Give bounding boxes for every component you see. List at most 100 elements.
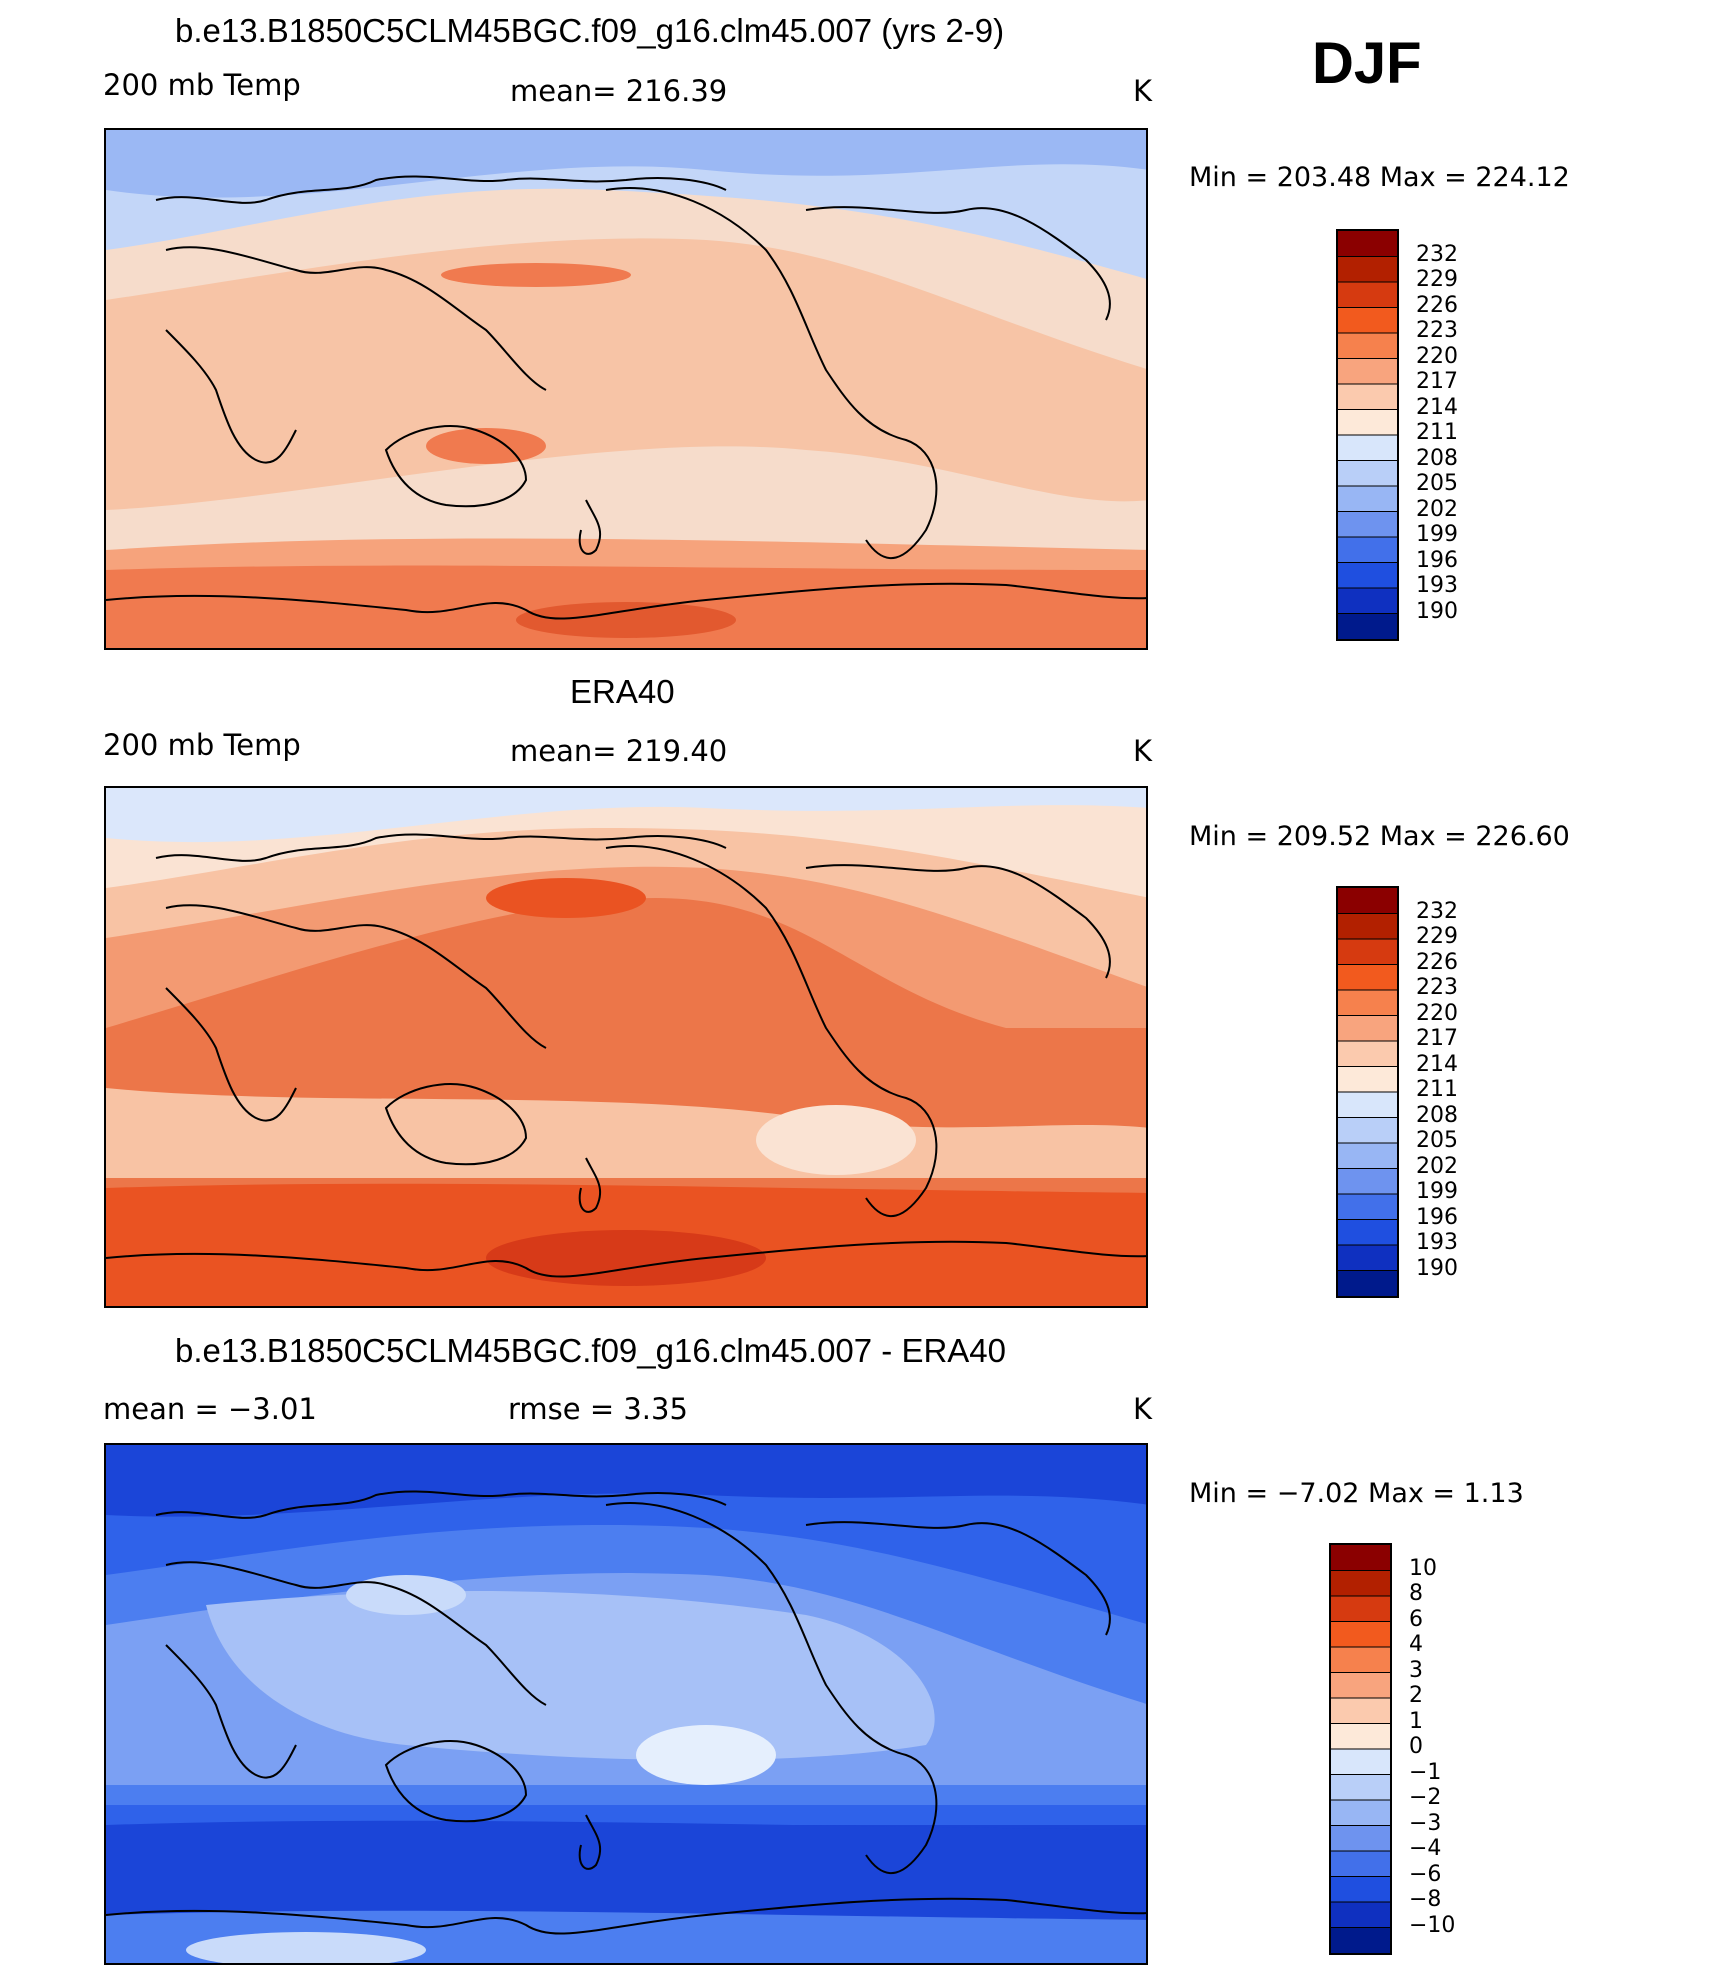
colorbar-tick-label: 0 bbox=[1409, 1734, 1423, 1759]
colorbar-swatch bbox=[1338, 1270, 1397, 1297]
colorbar-swatch bbox=[1331, 1698, 1390, 1724]
colorbar-swatch bbox=[1338, 282, 1397, 308]
colorbar-swatch bbox=[1338, 486, 1397, 512]
band bbox=[636, 1725, 776, 1785]
colorbar-swatch bbox=[1331, 1800, 1390, 1826]
colorbar-swatch bbox=[1338, 231, 1397, 257]
panel1-title: b.e13.B1850C5CLM45BGC.f09_g16.clm45.007 … bbox=[175, 12, 1005, 49]
colorbar-swatch bbox=[1338, 1092, 1397, 1118]
colorbar-swatch bbox=[1331, 1876, 1390, 1903]
colorbar-tick-label: 214 bbox=[1416, 394, 1458, 420]
colorbar-tick-label: −1 bbox=[1409, 1759, 1442, 1785]
colorbar-swatches bbox=[1331, 1545, 1390, 1954]
colorbar-swatch bbox=[1331, 1570, 1390, 1597]
colorbar-swatch bbox=[1331, 1851, 1390, 1877]
panel3-rmse-label: rmse = 3.35 bbox=[508, 1392, 688, 1426]
panel2-title: ERA40 bbox=[570, 673, 675, 710]
colorbar-tick-label: 196 bbox=[1416, 1204, 1458, 1230]
colorbar-swatch bbox=[1331, 1723, 1390, 1750]
band bbox=[106, 1820, 1146, 1915]
panel2-minmax: Min = 209.52 Max = 226.60 bbox=[1189, 821, 1570, 852]
season-label: DJF bbox=[1312, 31, 1422, 96]
colorbar-swatch bbox=[1338, 409, 1397, 436]
colorbar-swatch bbox=[1331, 1545, 1390, 1571]
colorbar-tick-label: 232 bbox=[1416, 898, 1458, 924]
band bbox=[486, 878, 646, 918]
colorbar-swatch bbox=[1338, 1143, 1397, 1169]
colorbar-tick-label: 226 bbox=[1416, 292, 1458, 318]
colorbar-tick-label: 190 bbox=[1416, 598, 1458, 624]
colorbar-tick-label: 199 bbox=[1416, 1179, 1458, 1204]
colorbar-tick-label: 10 bbox=[1409, 1555, 1437, 1581]
colorbar-tick-label: 199 bbox=[1416, 522, 1458, 547]
colorbar-swatch bbox=[1331, 1825, 1390, 1852]
panel1-map bbox=[104, 128, 1148, 650]
colorbar-tick-label: 217 bbox=[1416, 369, 1458, 394]
colorbar-frame bbox=[1336, 229, 1399, 641]
colorbar-swatch bbox=[1338, 1219, 1397, 1246]
panel2-mean-label: mean= 219.40 bbox=[510, 734, 728, 768]
panel1-field bbox=[106, 130, 1146, 648]
colorbar-tick-label: 208 bbox=[1416, 1102, 1458, 1128]
colorbar-tick-label: 223 bbox=[1416, 975, 1458, 1000]
colorbar-swatch bbox=[1338, 1194, 1397, 1220]
colorbar-swatch bbox=[1338, 1168, 1397, 1195]
panel1-variable-label: 200 mb Temp bbox=[103, 68, 301, 102]
panel3-minmax: Min = −7.02 Max = 1.13 bbox=[1189, 1478, 1524, 1509]
colorbar-swatch bbox=[1338, 537, 1397, 563]
colorbar-swatch bbox=[1338, 1117, 1397, 1144]
colorbar-swatches bbox=[1338, 888, 1397, 1297]
colorbar-swatch bbox=[1338, 511, 1397, 538]
panel1-mean-label: mean= 216.39 bbox=[510, 74, 728, 108]
colorbar-swatch bbox=[1331, 1621, 1390, 1648]
band bbox=[186, 1932, 426, 1963]
colorbar-swatch bbox=[1338, 562, 1397, 589]
colorbar-swatches bbox=[1338, 231, 1397, 640]
colorbar-tick-label: −2 bbox=[1409, 1785, 1442, 1810]
colorbar-swatch bbox=[1338, 307, 1397, 334]
colorbar-swatch bbox=[1331, 1749, 1390, 1775]
colorbar-swatch bbox=[1331, 1647, 1390, 1673]
band bbox=[206, 1591, 935, 1760]
colorbar-tick-label: 190 bbox=[1416, 1255, 1458, 1281]
panel3-field bbox=[106, 1445, 1146, 1963]
colorbar-swatch bbox=[1338, 256, 1397, 283]
colorbar-swatch bbox=[1338, 460, 1397, 487]
band bbox=[441, 263, 631, 287]
colorbar-tick-label: −4 bbox=[1409, 1836, 1442, 1861]
colorbar-swatch bbox=[1331, 1672, 1390, 1699]
panel2-field bbox=[106, 788, 1146, 1306]
coastlines bbox=[106, 1490, 1146, 1935]
colorbar-tick-label: 8 bbox=[1409, 1581, 1423, 1606]
panel1-units: K bbox=[1133, 74, 1153, 108]
colorbar-tick-label: 4 bbox=[1409, 1632, 1423, 1657]
colorbar-swatch bbox=[1338, 358, 1397, 385]
colorbar-swatch bbox=[1338, 888, 1397, 914]
colorbar-tick-label: 202 bbox=[1416, 1153, 1458, 1179]
panel2-map bbox=[104, 786, 1148, 1308]
colorbar-swatch bbox=[1338, 1041, 1397, 1067]
colorbar-tick-label: 196 bbox=[1416, 547, 1458, 573]
colorbar-swatch bbox=[1338, 1015, 1397, 1042]
colorbar-tick-label: 205 bbox=[1416, 471, 1458, 496]
colorbar-tick-label: 3 bbox=[1409, 1657, 1423, 1683]
colorbar-tick-label: 211 bbox=[1416, 1077, 1458, 1102]
colorbar-swatch bbox=[1338, 613, 1397, 640]
colorbar-swatch bbox=[1331, 1596, 1390, 1622]
colorbar-tick-label: −6 bbox=[1409, 1861, 1442, 1887]
colorbar-tick-label: 220 bbox=[1416, 343, 1458, 369]
coastlines bbox=[106, 175, 1146, 620]
colorbar-tick-label: −8 bbox=[1409, 1887, 1442, 1912]
colorbar-swatch bbox=[1338, 435, 1397, 461]
colorbar-tick-label: 208 bbox=[1416, 445, 1458, 471]
band bbox=[516, 602, 736, 638]
colorbar-tick-label: 193 bbox=[1416, 1230, 1458, 1255]
colorbar-frame bbox=[1336, 886, 1399, 1298]
panel3-map bbox=[104, 1443, 1148, 1965]
colorbar-tick-label: 229 bbox=[1416, 267, 1458, 292]
colorbar-swatch bbox=[1331, 1774, 1390, 1801]
colorbar-swatch bbox=[1331, 1902, 1390, 1928]
band bbox=[486, 1230, 766, 1286]
colorbar-swatch bbox=[1338, 384, 1397, 410]
colorbar-tick-label: 223 bbox=[1416, 318, 1458, 343]
